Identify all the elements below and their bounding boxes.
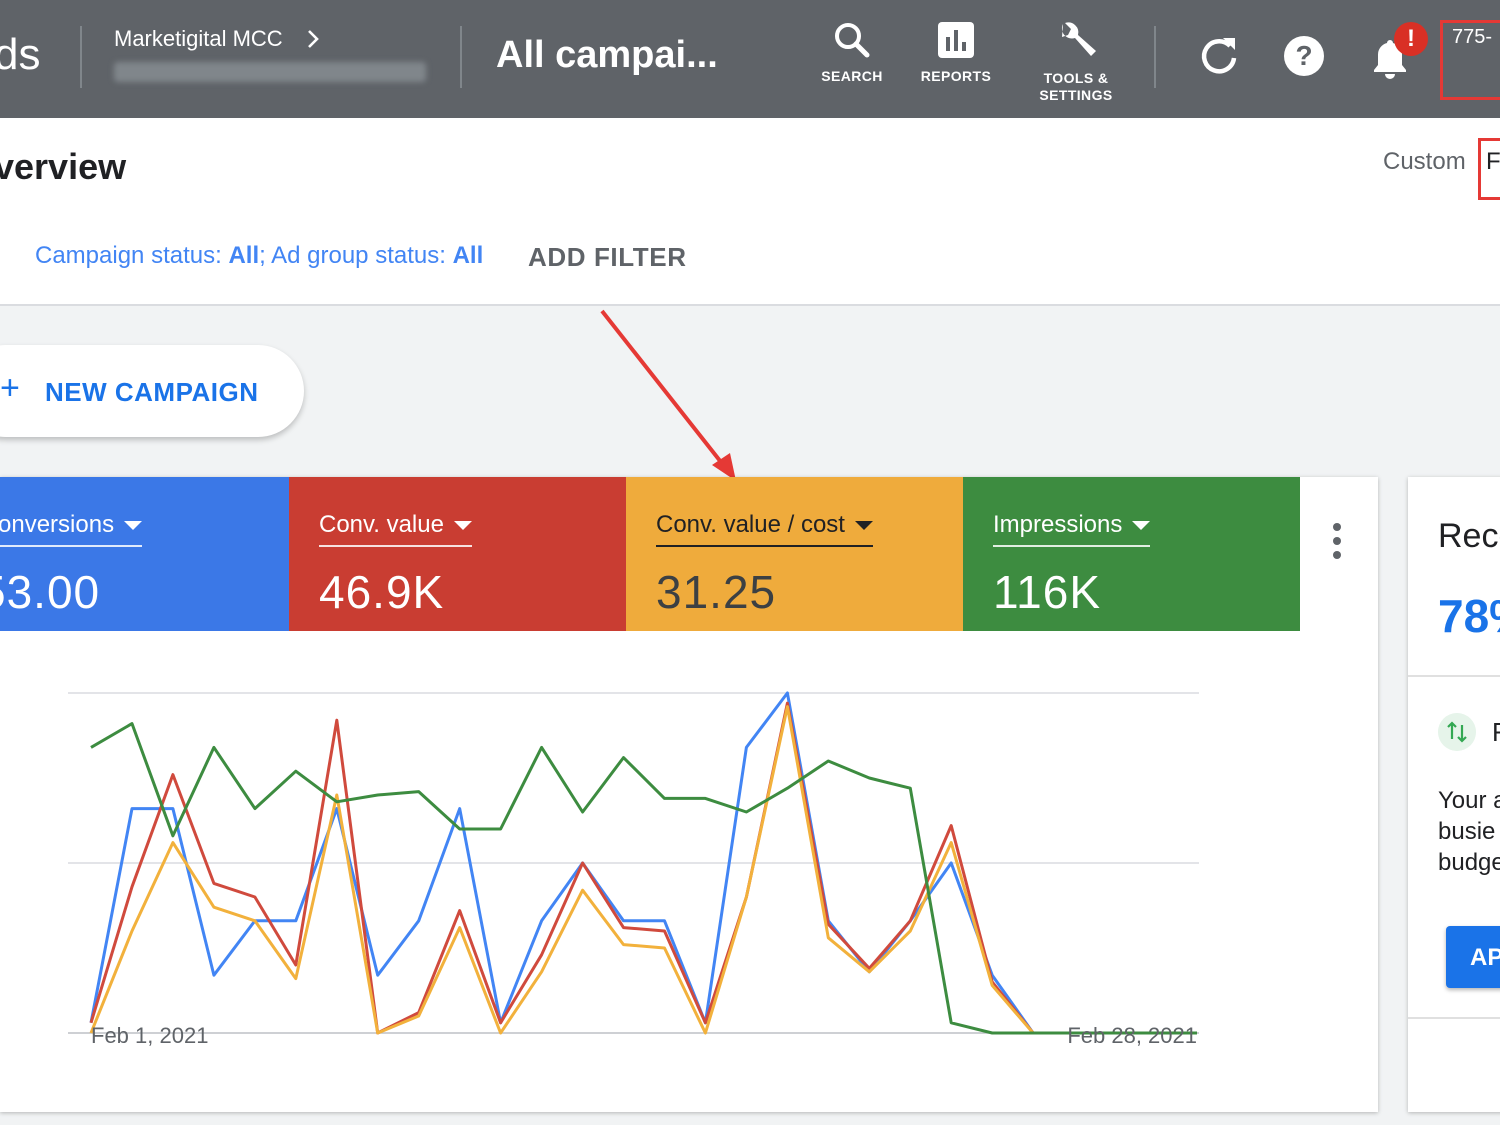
metric-value: 31.25 bbox=[656, 566, 777, 618]
recommendation-heading: F bbox=[1492, 717, 1500, 747]
arrows-up-down-icon bbox=[1438, 713, 1476, 751]
annotation-arrow bbox=[600, 309, 736, 481]
top-app-bar: ds Marketigital MCC All campai... SEARCH… bbox=[0, 0, 1500, 118]
metric-tile-conversions[interactable]: onversions 53.00 bbox=[0, 477, 289, 631]
overview-header: verview Custom F bbox=[0, 118, 1500, 214]
divider bbox=[80, 26, 82, 88]
divider bbox=[1408, 675, 1500, 677]
highlight-box bbox=[1478, 138, 1500, 200]
account-name[interactable]: Marketigital MCC bbox=[114, 26, 283, 51]
x-axis-end-label: Feb 28, 2021 bbox=[1067, 1023, 1197, 1048]
date-range-value[interactable]: F bbox=[1486, 148, 1500, 175]
metric-selector[interactable]: Conv. value / cost bbox=[656, 511, 873, 547]
active-filters[interactable]: Campaign status: All; Ad group status: A… bbox=[35, 242, 483, 270]
reports-label: REPORTS bbox=[920, 68, 992, 84]
dropdown-caret-icon bbox=[1132, 521, 1151, 531]
metric-tile-impressions[interactable]: Impressions 116K bbox=[963, 477, 1300, 631]
notification-alert-badge: ! bbox=[1394, 22, 1428, 56]
series-line-2 bbox=[89, 705, 1197, 1035]
tools-label: TOOLS & bbox=[1043, 70, 1109, 86]
reports-button[interactable]: REPORTS bbox=[916, 20, 996, 85]
metric-selector[interactable]: onversions bbox=[0, 511, 143, 547]
campaign-status-value: All bbox=[228, 242, 260, 269]
search-label: SEARCH bbox=[821, 68, 883, 84]
refresh-icon[interactable] bbox=[1197, 34, 1241, 78]
help-icon[interactable]: ? bbox=[1282, 34, 1326, 78]
campaign-status-label: Campaign status: bbox=[35, 242, 229, 269]
recommendation-text: busie bbox=[1438, 818, 1496, 845]
optimization-score[interactable]: 78% bbox=[1438, 590, 1500, 642]
recommendations-title: Reco bbox=[1438, 517, 1500, 555]
dropdown-caret-icon bbox=[124, 521, 143, 531]
metric-tile-conv-value-cost[interactable]: Conv. value / cost 31.25 bbox=[626, 477, 963, 631]
adgroup-status-label: Ad group status: bbox=[271, 242, 453, 269]
metric-label: Conv. value bbox=[319, 511, 444, 538]
filter-separator: ; bbox=[259, 242, 272, 269]
metric-selector[interactable]: Conv. value bbox=[319, 511, 472, 547]
date-range-label[interactable]: Custom bbox=[1383, 148, 1466, 175]
series-line-3 bbox=[90, 722, 1197, 1035]
metric-value: 46.9K bbox=[319, 566, 445, 618]
divider bbox=[1154, 26, 1156, 88]
metric-selector[interactable]: Impressions bbox=[993, 511, 1151, 547]
recommendation-text: budge bbox=[1438, 849, 1500, 876]
apply-label: AP bbox=[1470, 944, 1500, 971]
wrench-icon bbox=[1061, 22, 1096, 56]
adgroup-status-value: All bbox=[452, 242, 484, 269]
settings-label: SETTINGS bbox=[1039, 87, 1113, 103]
divider bbox=[460, 26, 462, 88]
dropdown-caret-icon bbox=[453, 521, 472, 531]
series-line-0 bbox=[89, 691, 1197, 1035]
apply-button[interactable]: AP bbox=[1446, 926, 1500, 988]
recommendation-text: Your a bbox=[1438, 787, 1500, 814]
customer-id[interactable]: 775- bbox=[1452, 26, 1493, 48]
add-filter-button[interactable]: ADD FILTER bbox=[528, 242, 687, 272]
metric-value: 53.00 bbox=[0, 566, 101, 618]
series-line-1 bbox=[89, 701, 1197, 1035]
search-button[interactable]: SEARCH bbox=[812, 20, 892, 85]
new-campaign-label: NEW CAMPAIGN bbox=[45, 377, 259, 407]
reports-icon bbox=[938, 22, 974, 58]
new-campaign-button[interactable]: + NEW CAMPAIGN bbox=[0, 345, 304, 437]
google-ads-logo: ds bbox=[0, 30, 41, 79]
svg-text:?: ? bbox=[1295, 40, 1312, 71]
highlight-box bbox=[1440, 20, 1500, 100]
metric-tile-conv-value[interactable]: Conv. value 46.9K bbox=[289, 477, 626, 631]
chevron-right-icon[interactable] bbox=[304, 28, 322, 50]
metric-value: 116K bbox=[993, 566, 1102, 618]
performance-line-chart: Feb 1, 2021 Feb 28, 2021 bbox=[68, 691, 1199, 1048]
more-options-icon[interactable] bbox=[1328, 521, 1346, 561]
dropdown-caret-icon bbox=[854, 521, 873, 531]
metric-label: Impressions bbox=[993, 511, 1123, 538]
tools-settings-button[interactable]: TOOLS & SETTINGS bbox=[1026, 20, 1126, 104]
metric-label: onversions bbox=[0, 511, 115, 538]
performance-card: onversions 53.00 Conv. value 46.9K Conv.… bbox=[0, 477, 1378, 1112]
recommendations-card: Reco 78% F Your a busie budge AP bbox=[1408, 477, 1500, 1112]
divider bbox=[1408, 1017, 1500, 1019]
page-title[interactable]: All campai... bbox=[496, 34, 718, 76]
plus-icon: + bbox=[0, 369, 20, 407]
search-icon bbox=[835, 23, 870, 58]
filter-bar: Campaign status: All; Ad group status: A… bbox=[0, 212, 1500, 306]
account-id-redacted bbox=[114, 62, 426, 82]
metric-label: Conv. value / cost bbox=[656, 511, 845, 538]
overview-title: verview bbox=[0, 146, 127, 187]
x-axis-start-label: Feb 1, 2021 bbox=[91, 1023, 208, 1048]
